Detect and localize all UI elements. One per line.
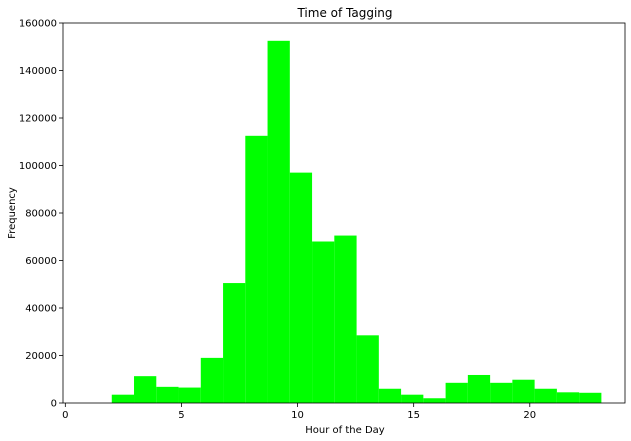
x-tick-label: 0: [62, 410, 68, 421]
x-tick-label: 5: [178, 410, 184, 421]
y-tick-label: 140000: [19, 66, 57, 77]
y-tick-label: 160000: [19, 19, 57, 30]
histogram-bar: [423, 398, 446, 403]
histogram-bar: [579, 392, 602, 403]
histogram-bar: [534, 388, 557, 403]
histogram-bar: [156, 386, 179, 403]
x-tick-label: 15: [407, 410, 420, 421]
histogram-bar: [245, 135, 268, 403]
histogram-bar: [178, 387, 201, 403]
axes-group: 0 5 10 15 20 0 20000 40000 60000 80000 100000 12000…: [19, 19, 626, 421]
histogram-bar: [512, 379, 535, 403]
histogram-bar: [111, 394, 135, 403]
histogram-bar: [356, 335, 379, 403]
x-tick-label: 20: [523, 410, 536, 421]
y-tick-label: 80000: [25, 209, 57, 220]
histogram-bar: [490, 382, 513, 403]
y-tick-label: 100000: [19, 161, 57, 172]
histogram-bar: [223, 283, 246, 403]
histogram-bar: [467, 374, 491, 403]
histogram-bar: [289, 172, 313, 403]
y-tick-label: 60000: [25, 256, 57, 267]
histogram-bar: [267, 40, 290, 403]
y-tick-label: 0: [51, 399, 57, 410]
histogram-bar: [200, 357, 224, 403]
y-tick-label: 120000: [19, 114, 57, 125]
histogram-bar: [556, 392, 580, 403]
histogram-bar: [134, 376, 157, 403]
histogram-bar: [378, 388, 402, 403]
histogram-bar: [334, 235, 357, 403]
y-axis-label: Frequency: [7, 187, 18, 239]
histogram-bar: [312, 241, 335, 403]
histogram-bar: [445, 382, 468, 403]
y-tick-label: 20000: [25, 351, 57, 362]
y-tick-label: 40000: [25, 304, 57, 315]
chart-title: Time of Tagging: [296, 6, 392, 20]
x-tick-label: 10: [291, 410, 304, 421]
histogram-bar: [401, 394, 424, 403]
x-axis-label: Hour of the Day: [305, 425, 385, 436]
bars-group: [111, 40, 602, 403]
